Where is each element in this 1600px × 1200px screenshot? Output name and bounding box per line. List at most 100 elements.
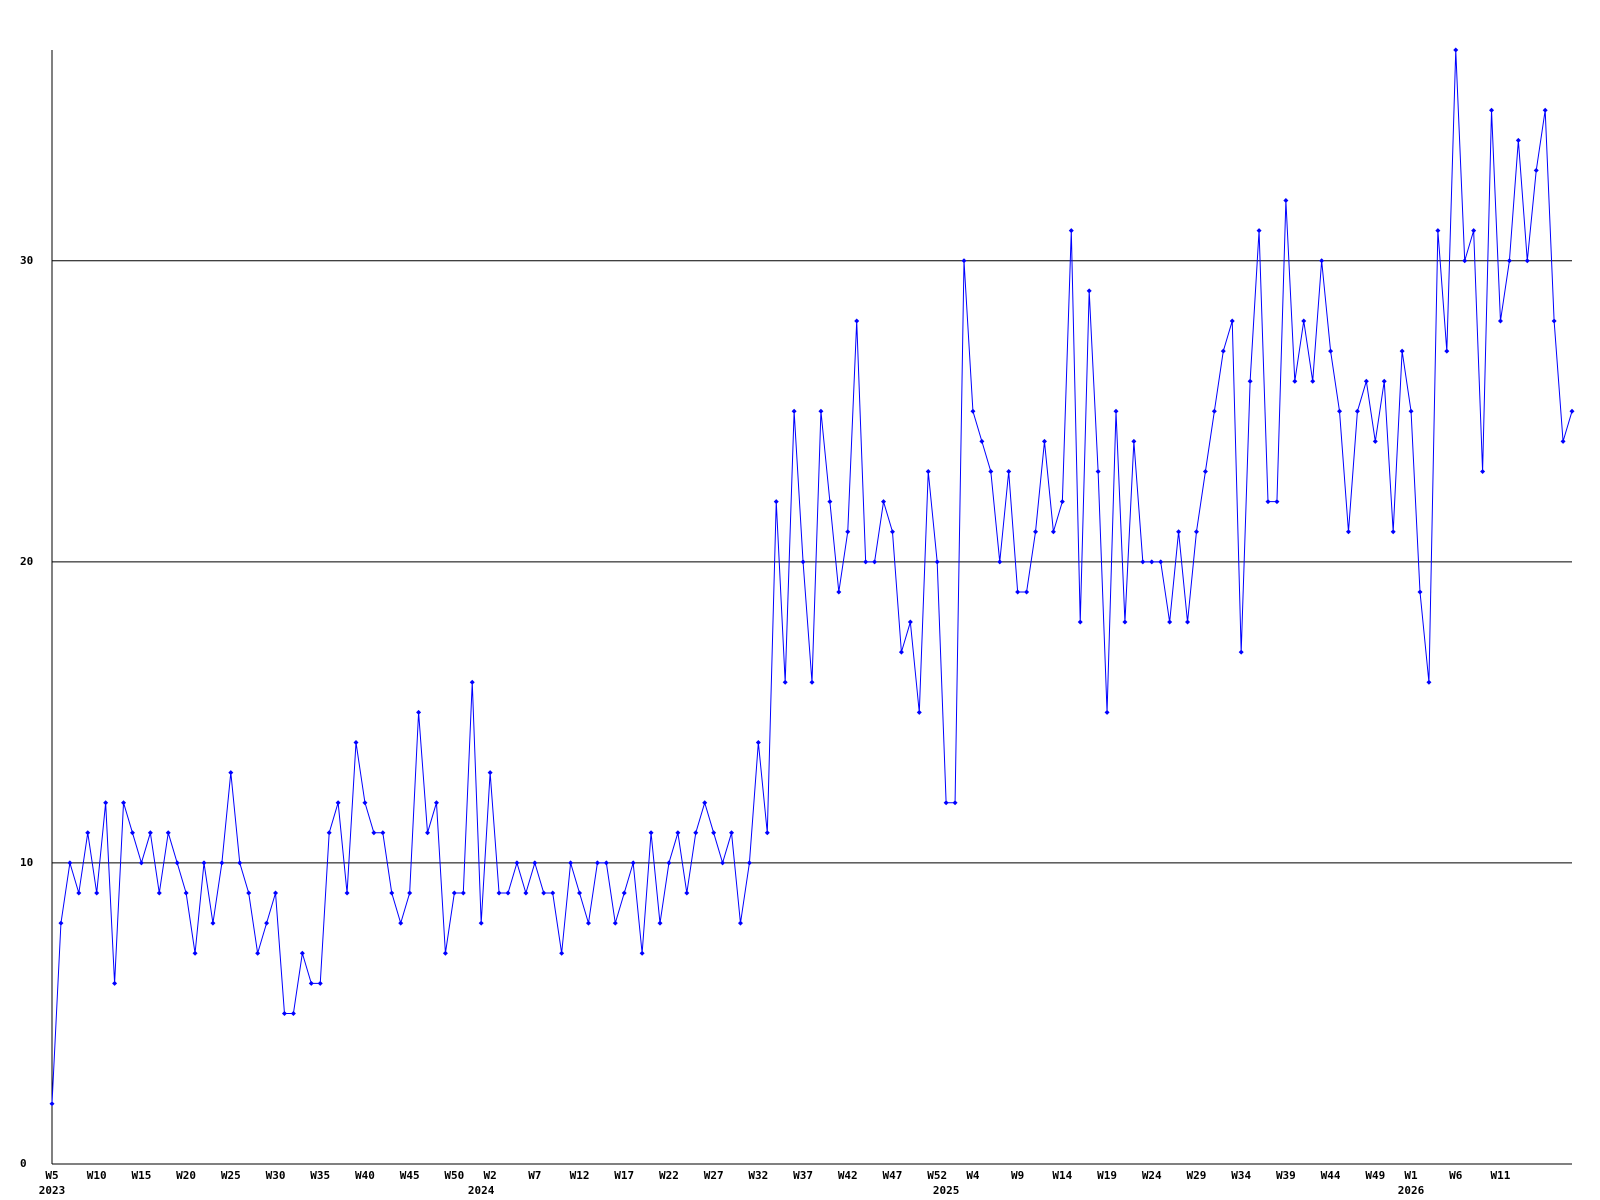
- data-point: [872, 559, 878, 565]
- data-point: [863, 559, 869, 565]
- data-point: [729, 830, 735, 836]
- data-point: [469, 679, 475, 685]
- x-tick-label: W12: [570, 1169, 590, 1182]
- data-point: [898, 649, 904, 655]
- data-point: [648, 830, 654, 836]
- data-point: [273, 890, 279, 896]
- data-point: [1292, 378, 1298, 384]
- x-tick-label: W14: [1052, 1169, 1072, 1182]
- data-point: [496, 890, 502, 896]
- data-point: [380, 830, 386, 836]
- x-tick-label: W17: [614, 1169, 634, 1182]
- data-point: [845, 529, 851, 535]
- data-point: [1319, 258, 1325, 264]
- x-tick-label: W35: [310, 1169, 330, 1182]
- x-tick-label: W2: [483, 1169, 496, 1182]
- data-point: [907, 619, 913, 625]
- data-point: [514, 860, 520, 866]
- data-point: [138, 860, 144, 866]
- data-point: [881, 499, 887, 505]
- data-point: [1354, 408, 1360, 414]
- data-point: [541, 890, 547, 896]
- data-point: [621, 890, 627, 896]
- x-tick-label: W49: [1365, 1169, 1385, 1182]
- data-point: [889, 529, 895, 535]
- x-tick-label: W6: [1449, 1169, 1463, 1182]
- x-tick-label: W27: [704, 1169, 724, 1182]
- data-point: [1220, 348, 1226, 354]
- data-point: [773, 499, 779, 505]
- x-year-label: 2023: [39, 1184, 66, 1197]
- data-point: [594, 860, 600, 866]
- data-point: [505, 890, 511, 896]
- data-point: [970, 408, 976, 414]
- data-point: [550, 890, 556, 896]
- y-tick-label: 0: [20, 1157, 27, 1170]
- data-point: [201, 860, 207, 866]
- data-point: [1551, 318, 1557, 324]
- data-point: [49, 1101, 55, 1107]
- data-point: [281, 1010, 287, 1016]
- data-point: [1176, 529, 1182, 535]
- data-point: [407, 890, 413, 896]
- data-point: [1185, 619, 1191, 625]
- data-point: [1390, 529, 1396, 535]
- data-point: [183, 890, 189, 896]
- data-point: [1024, 589, 1030, 595]
- data-point: [389, 890, 395, 896]
- data-point: [1050, 529, 1056, 535]
- data-point: [1310, 378, 1316, 384]
- x-tick-label: W29: [1187, 1169, 1207, 1182]
- data-point: [147, 830, 153, 836]
- data-point: [1122, 619, 1128, 625]
- data-point: [290, 1010, 296, 1016]
- x-tick-label: W40: [355, 1169, 375, 1182]
- data-point: [237, 860, 243, 866]
- data-point: [979, 438, 985, 444]
- data-point: [362, 800, 368, 806]
- x-tick-label: W20: [176, 1169, 196, 1182]
- data-point: [1489, 107, 1495, 113]
- data-point: [809, 679, 815, 685]
- data-point: [1283, 198, 1289, 204]
- data-point: [433, 800, 439, 806]
- data-point: [934, 559, 940, 565]
- data-point: [299, 950, 305, 956]
- data-point: [1202, 469, 1208, 475]
- data-point: [1569, 408, 1575, 414]
- data-point: [451, 890, 457, 896]
- data-point: [684, 890, 690, 896]
- data-point: [612, 920, 618, 926]
- x-tick-label: W44: [1321, 1169, 1341, 1182]
- data-point: [1167, 619, 1173, 625]
- data-point: [764, 830, 770, 836]
- data-point: [1345, 529, 1351, 535]
- data-point: [1533, 167, 1539, 173]
- data-point: [425, 830, 431, 836]
- data-point: [997, 559, 1003, 565]
- data-point: [317, 980, 323, 986]
- data-point: [943, 800, 949, 806]
- data-point: [1059, 499, 1065, 505]
- x-tick-label: W5: [45, 1169, 58, 1182]
- x-tick-label: W11: [1491, 1169, 1511, 1182]
- data-point: [1399, 348, 1405, 354]
- x-tick-label: W24: [1142, 1169, 1162, 1182]
- data-point: [1068, 228, 1074, 234]
- data-point: [1229, 318, 1235, 324]
- data-point: [1453, 47, 1459, 53]
- data-point: [210, 920, 216, 926]
- x-tick-label: W7: [528, 1169, 541, 1182]
- data-point: [532, 860, 538, 866]
- data-point: [1095, 469, 1101, 475]
- data-point: [353, 739, 359, 745]
- data-point: [675, 830, 681, 836]
- data-point: [693, 830, 699, 836]
- data-point: [1506, 258, 1512, 264]
- data-point: [1113, 408, 1119, 414]
- data-point: [666, 860, 672, 866]
- data-point: [577, 890, 583, 896]
- data-point: [755, 739, 761, 745]
- data-point: [791, 408, 797, 414]
- data-point: [639, 950, 645, 956]
